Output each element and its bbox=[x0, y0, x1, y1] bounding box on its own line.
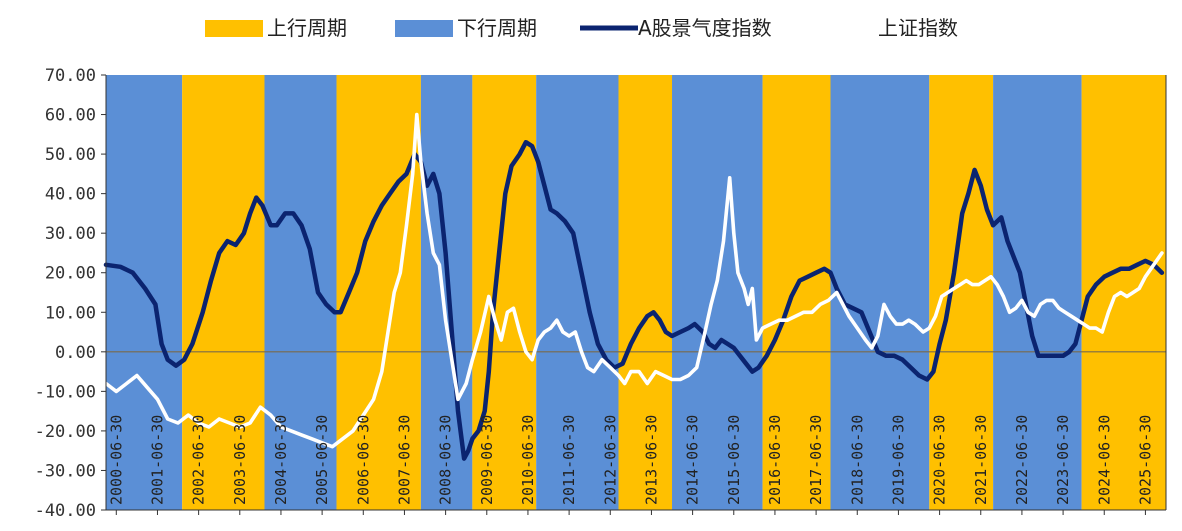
x-tick-label: 2015-06-30 bbox=[725, 415, 743, 505]
x-tick-label: 2003-06-30 bbox=[231, 415, 249, 505]
x-tick-label: 2006-06-30 bbox=[354, 415, 372, 505]
y-tick-label: 40.00 bbox=[45, 185, 96, 205]
legend-label-upcycle: 上行周期 bbox=[267, 16, 347, 40]
x-tick-label: 2020-06-30 bbox=[931, 415, 949, 505]
legend: 上行周期 下行周期 A股景气度指数 上证指数 bbox=[205, 16, 958, 40]
axes: 70.00 60.00 50.00 40.00 30.00 20.00 10.00 0.00 -… bbox=[35, 66, 1167, 521]
y-tick-label: 20.00 bbox=[45, 264, 96, 284]
band-downcycle bbox=[106, 75, 183, 510]
band-upcycle bbox=[618, 75, 673, 510]
y-tick-label: 50.00 bbox=[45, 145, 96, 165]
y-tick-label: -20.00 bbox=[35, 422, 96, 442]
x-tick-label: 2008-06-30 bbox=[437, 415, 455, 505]
legend-label-sentiment: A股景气度指数 bbox=[638, 16, 772, 40]
band-upcycle bbox=[182, 75, 265, 510]
x-tick-label: 2017-06-30 bbox=[807, 415, 825, 505]
x-tick-label: 2004-06-30 bbox=[272, 415, 290, 505]
series-line-sentiment bbox=[103, 139, 1165, 461]
x-tick-label: 2001-06-30 bbox=[148, 415, 166, 505]
y-tick-label: 70.00 bbox=[45, 66, 96, 86]
y-tick-label: 60.00 bbox=[45, 106, 96, 126]
x-tick-label: 2021-06-30 bbox=[972, 415, 990, 505]
legend-label-shanghai: 上证指数 bbox=[878, 16, 958, 40]
legend-swatch-downcycle bbox=[395, 20, 453, 37]
x-tick-label: 2013-06-30 bbox=[642, 415, 660, 505]
plot-area bbox=[103, 112, 1166, 461]
y-tick-label: -10.00 bbox=[35, 382, 96, 402]
legend-swatch-upcycle bbox=[205, 20, 263, 37]
band-downcycle bbox=[536, 75, 619, 510]
series-line-shanghai bbox=[104, 112, 1164, 449]
y-tick-label: -30.00 bbox=[35, 461, 96, 481]
band-downcycle bbox=[830, 75, 930, 510]
x-tick-label: 2016-06-30 bbox=[766, 415, 784, 505]
x-tick-label: 2018-06-30 bbox=[848, 415, 866, 505]
band-upcycle bbox=[762, 75, 831, 510]
x-tick-label: 2019-06-30 bbox=[889, 415, 907, 505]
y-tick-label: 30.00 bbox=[45, 224, 96, 244]
x-tick-label: 2014-06-30 bbox=[684, 415, 702, 505]
x-tick-label: 2000-06-30 bbox=[107, 415, 125, 505]
x-tick-label: 2011-06-30 bbox=[560, 415, 578, 505]
x-tick-label: 2002-06-30 bbox=[190, 415, 208, 505]
band-downcycle bbox=[672, 75, 763, 510]
x-tick-label: 2023-06-30 bbox=[1054, 415, 1072, 505]
y-tick-label: 0.00 bbox=[55, 343, 96, 363]
y-tick-label: 10.00 bbox=[45, 303, 96, 323]
x-tick-label: 2005-06-30 bbox=[313, 415, 331, 505]
legend-label-downcycle: 下行周期 bbox=[457, 16, 537, 40]
band-upcycle bbox=[929, 75, 994, 510]
band-downcycle bbox=[993, 75, 1082, 510]
x-tick-label: 2009-06-30 bbox=[478, 415, 496, 505]
x-tick-label: 2007-06-30 bbox=[395, 415, 413, 505]
x-tick-label: 2012-06-30 bbox=[601, 415, 619, 505]
x-tick-label: 2024-06-30 bbox=[1095, 415, 1113, 505]
band-downcycle bbox=[264, 75, 337, 510]
x-tick-label: 2025-06-30 bbox=[1136, 415, 1154, 505]
x-tick-label: 2010-06-30 bbox=[519, 415, 537, 505]
cycle-bands bbox=[106, 75, 1166, 510]
x-tick-label: 2022-06-30 bbox=[1013, 415, 1031, 505]
y-tick-label: -40.00 bbox=[35, 501, 96, 521]
